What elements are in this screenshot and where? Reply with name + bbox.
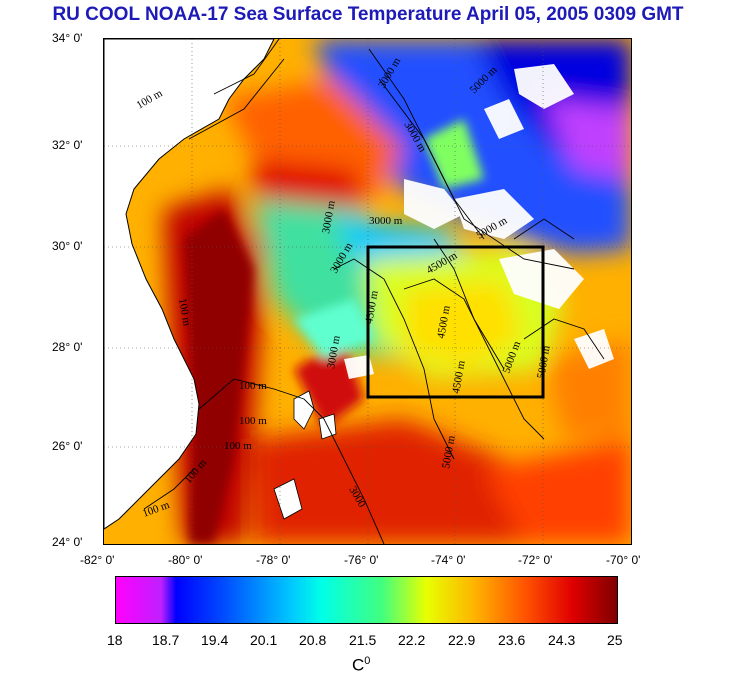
colorbar-tick: 20.1 xyxy=(250,632,278,648)
lon-label: -74° 0' xyxy=(431,553,466,567)
colorbar-tick: 18.7 xyxy=(152,632,180,648)
unit-superscript: 0 xyxy=(364,655,371,667)
contour-label: 5000 m xyxy=(440,434,458,469)
colorbar-tick: 24.3 xyxy=(548,632,576,648)
contour-label: 100 m xyxy=(239,415,267,427)
contour-label: 4500 m xyxy=(450,359,468,394)
lon-label: -80° 0' xyxy=(168,553,203,567)
contour-label: 100 m xyxy=(224,440,252,452)
contour-label: 100 m xyxy=(239,380,267,392)
sst-map: 100 m 100 m 100 m 100 m 100 m 100 m 100 … xyxy=(103,38,632,545)
study-area-box xyxy=(366,245,545,399)
lon-label: -82° 0' xyxy=(80,553,115,567)
colorbar-tick: 20.8 xyxy=(299,632,327,648)
colorbar-tick: 23.6 xyxy=(498,632,526,648)
lon-label: -70° 0' xyxy=(606,553,641,567)
contour-label: 5000 m xyxy=(535,344,553,379)
lat-label: 26° 0' xyxy=(52,439,83,453)
colorbar xyxy=(115,576,618,624)
colorbar-tick: 22.2 xyxy=(398,632,426,648)
contour-label: 4500 m xyxy=(435,304,453,339)
contour-label: 3000 m xyxy=(320,199,338,234)
colorbar-tick: 25 xyxy=(607,632,623,648)
lat-label: 32° 0' xyxy=(52,138,83,152)
map-title: RU COOL NOAA-17 Sea Surface Temperature … xyxy=(52,4,684,25)
sst-map-canvas: 100 m 100 m 100 m 100 m 100 m 100 m 100 … xyxy=(104,39,631,544)
lon-label: -78° 0' xyxy=(256,553,291,567)
lon-label: -76° 0' xyxy=(344,553,379,567)
colorbar-unit: C0 xyxy=(352,655,370,676)
contour-label: 3000 m xyxy=(369,215,403,227)
contour-label: 4500 m xyxy=(363,289,381,324)
colorbar-tick: 19.4 xyxy=(201,632,229,648)
lat-label: 24° 0' xyxy=(52,535,83,549)
lat-label: 28° 0' xyxy=(52,340,83,354)
colorbar-tick: 22.9 xyxy=(448,632,476,648)
contour-label: 100 m xyxy=(176,297,193,327)
contour-label: 3000 m xyxy=(325,334,343,369)
lat-label: 30° 0' xyxy=(52,239,83,253)
lon-label: -72° 0' xyxy=(518,553,553,567)
unit-letter: C xyxy=(352,655,365,675)
colorbar-tick: 18 xyxy=(107,632,123,648)
lat-label: 34° 0' xyxy=(52,31,83,45)
colorbar-tick: 21.5 xyxy=(349,632,377,648)
